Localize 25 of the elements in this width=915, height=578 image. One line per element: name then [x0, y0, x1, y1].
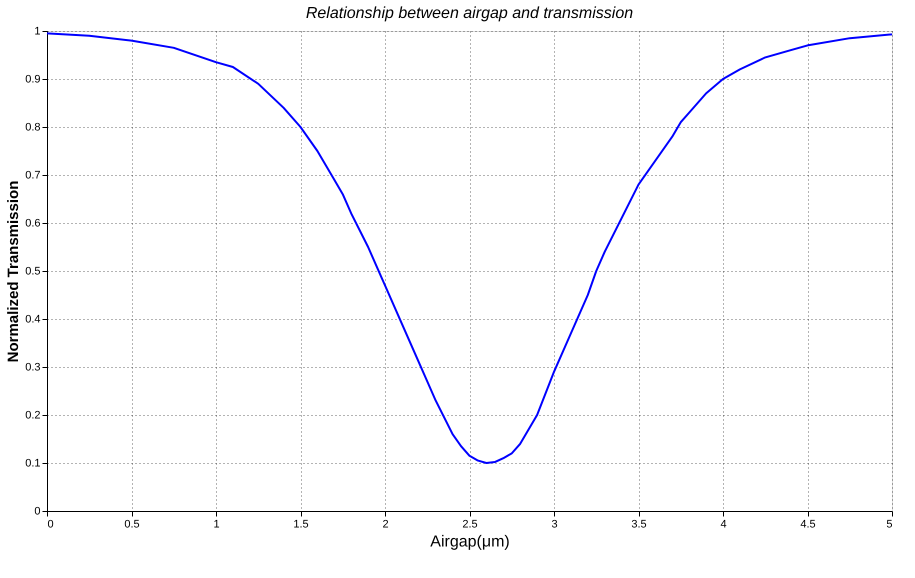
- x-tick-label: 1: [213, 518, 220, 530]
- y-tick-label: 0.3: [25, 362, 40, 374]
- x-tick-label: 0.5: [124, 518, 140, 530]
- x-axis-title: Airgap(μm): [430, 534, 510, 550]
- x-tick-label: 4.5: [800, 518, 816, 530]
- y-tick-label: 0.9: [25, 74, 40, 86]
- y-tick-label: 0.7: [25, 170, 40, 182]
- x-tick-label: 4: [720, 518, 727, 530]
- y-tick-label: 0.6: [25, 218, 40, 230]
- y-tick-label: 0.5: [25, 266, 40, 278]
- y-tick-label: 0.8: [25, 122, 40, 134]
- x-tick-label: 5: [886, 518, 892, 530]
- x-tick-label: 2: [382, 518, 389, 530]
- y-tick-label: 0.1: [25, 458, 40, 470]
- y-tick-label: 0.4: [25, 314, 40, 326]
- x-tick-label: 0: [48, 518, 54, 530]
- x-tick-label: 3: [551, 518, 558, 530]
- y-axis-title: Normalized Transmission: [5, 180, 22, 362]
- x-tick-label: 1.5: [293, 518, 309, 530]
- x-tick-label: 3.5: [631, 518, 647, 530]
- x-tick-label: 2.5: [462, 518, 478, 530]
- y-tick-label: 0.2: [25, 410, 40, 422]
- chart-title: Relationship between airgap and transmission: [306, 5, 634, 22]
- y-tick-label: 0: [34, 506, 40, 518]
- y-tick-label: 1: [34, 26, 40, 38]
